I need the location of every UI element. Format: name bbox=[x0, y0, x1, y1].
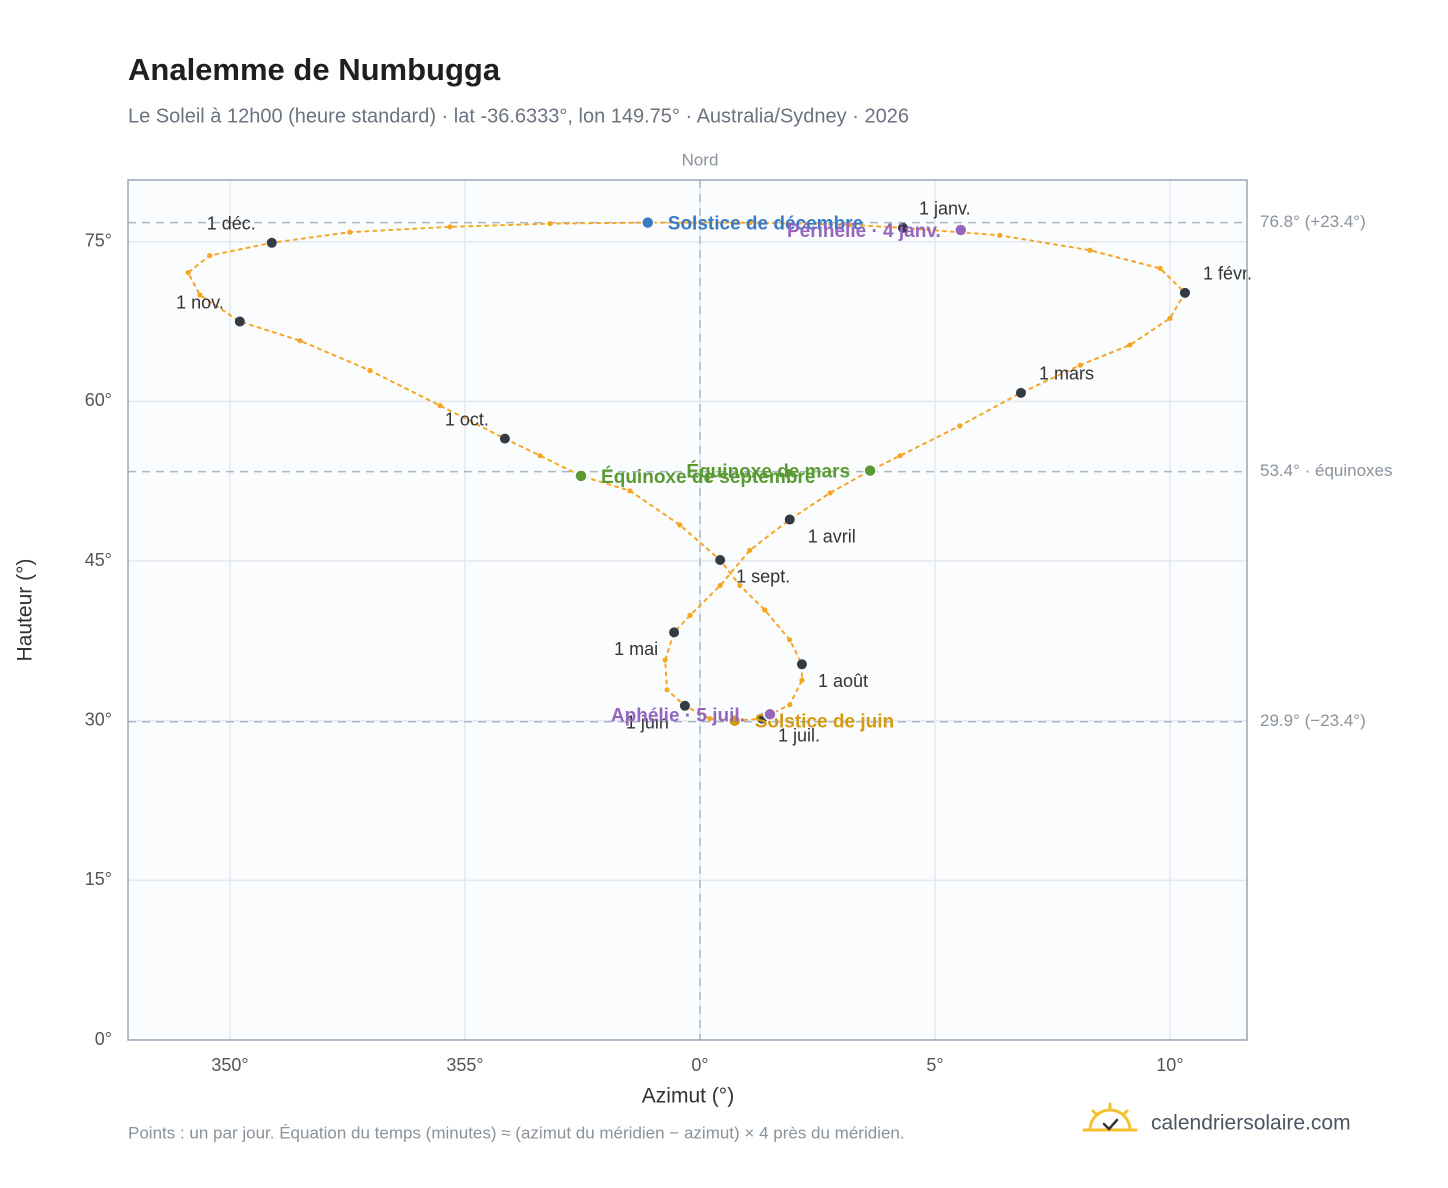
day-point bbox=[207, 252, 213, 259]
month-point bbox=[234, 316, 245, 327]
month-point bbox=[1015, 387, 1026, 398]
reference-label: 53.4° · équinoxes bbox=[1260, 461, 1393, 480]
x-tick-label: 10° bbox=[1156, 1055, 1183, 1075]
day-point bbox=[762, 607, 768, 613]
y-tick-label: 60° bbox=[85, 390, 112, 410]
marks: 1 janv. 1 févr. 1 mars 1 avril 1 mai 1 juin 1 … bbox=[176, 199, 1252, 746]
month-label: 1 déc. bbox=[207, 214, 256, 234]
day-point bbox=[799, 677, 805, 683]
day-point bbox=[664, 687, 670, 693]
month-label: 1 juin bbox=[626, 713, 669, 733]
event-point bbox=[954, 223, 968, 237]
day-point bbox=[662, 657, 668, 663]
day-point bbox=[787, 702, 793, 708]
month-point bbox=[784, 514, 795, 525]
y-tick-label: 75° bbox=[85, 230, 112, 250]
day-point bbox=[1087, 247, 1093, 253]
month-label: 1 avril bbox=[808, 526, 856, 546]
month-label: 1 févr. bbox=[1203, 264, 1252, 284]
day-point bbox=[747, 219, 753, 226]
day-point bbox=[1127, 342, 1133, 348]
event-point bbox=[763, 707, 777, 722]
month-point bbox=[266, 237, 277, 248]
day-point bbox=[367, 367, 373, 374]
event-point bbox=[641, 215, 655, 230]
day-point bbox=[737, 582, 743, 589]
day-point bbox=[677, 522, 683, 528]
y-tick-label: 0° bbox=[95, 1029, 112, 1049]
analemma-curve bbox=[186, 221, 1187, 722]
y-tick-label: 45° bbox=[85, 550, 112, 570]
event-label: Solstice de juin bbox=[755, 712, 894, 733]
y-tick-label: 15° bbox=[85, 869, 112, 889]
brand-icon bbox=[1082, 1102, 1138, 1132]
month-label: 1 août bbox=[818, 671, 868, 691]
x-tick-label: 5° bbox=[926, 1055, 943, 1075]
reference-label: 76.8° (+23.4°) bbox=[1260, 212, 1366, 231]
x-axis-label: Azimut (°) bbox=[642, 1085, 734, 1108]
event-label: Équinoxe de septembre bbox=[601, 466, 815, 488]
month-point bbox=[499, 433, 510, 444]
event-label: Aphélie · 5 juil. bbox=[611, 705, 745, 726]
month-label: 1 janv. bbox=[919, 199, 971, 219]
day-point bbox=[1077, 362, 1083, 368]
day-point bbox=[1167, 315, 1173, 321]
x-tick-label: 355° bbox=[446, 1055, 483, 1075]
month-point bbox=[1179, 287, 1190, 298]
month-label: 1 sept. bbox=[736, 567, 790, 587]
day-point bbox=[197, 292, 203, 298]
chart-title: Analemme de Numbugga bbox=[128, 52, 501, 87]
day-point bbox=[1157, 265, 1163, 271]
month-label: 1 mai bbox=[614, 639, 658, 659]
day-point bbox=[707, 715, 713, 722]
month-point bbox=[715, 554, 726, 565]
event-label: Équinoxe de mars bbox=[686, 461, 850, 483]
day-point bbox=[957, 423, 963, 429]
month-point bbox=[669, 627, 680, 638]
y-tick-label: 30° bbox=[85, 709, 112, 729]
day-point bbox=[547, 221, 553, 227]
day-point bbox=[537, 453, 543, 459]
month-label: 1 mars bbox=[1039, 364, 1094, 384]
month-point bbox=[796, 659, 807, 670]
event-point bbox=[574, 469, 588, 483]
plot-area bbox=[128, 180, 1247, 1040]
footnote: Points : un par jour. Équation du temps … bbox=[128, 1123, 905, 1142]
reference-label: 29.9° (−23.4°) bbox=[1260, 711, 1366, 730]
month-point bbox=[679, 700, 690, 711]
day-point bbox=[687, 612, 693, 618]
month-point bbox=[897, 222, 908, 233]
y-axis-label: Hauteur (°) bbox=[14, 559, 37, 662]
day-point bbox=[847, 222, 853, 228]
event-label: Périhélie · 4 janv. bbox=[787, 221, 941, 242]
event-label: Solstice de décembre bbox=[668, 214, 863, 235]
x-tick-label: 350° bbox=[211, 1055, 248, 1075]
event-point bbox=[727, 713, 742, 728]
month-label: 1 nov. bbox=[176, 292, 224, 312]
plot-frame bbox=[127, 179, 1248, 1041]
month-label: 1 juil. bbox=[778, 725, 820, 745]
day-point bbox=[717, 582, 723, 589]
chart-subtitle: Le Soleil à 12h00 (heure standard) · lat… bbox=[128, 105, 909, 127]
day-point bbox=[747, 547, 753, 553]
event-point bbox=[863, 463, 877, 478]
day-point bbox=[447, 224, 453, 230]
day-point bbox=[297, 338, 303, 344]
day-point bbox=[997, 232, 1003, 238]
day-point bbox=[897, 453, 903, 459]
day-point bbox=[627, 488, 633, 494]
day-point bbox=[185, 269, 191, 276]
day-point bbox=[787, 637, 793, 643]
x-tick-label: 0° bbox=[691, 1055, 708, 1075]
day-point bbox=[437, 403, 443, 409]
brand: calendriersolaire.com bbox=[1151, 1112, 1351, 1135]
month-label: 1 oct. bbox=[445, 409, 489, 429]
day-point bbox=[347, 229, 353, 235]
north-label: Nord bbox=[682, 150, 719, 169]
day-point bbox=[827, 490, 833, 496]
